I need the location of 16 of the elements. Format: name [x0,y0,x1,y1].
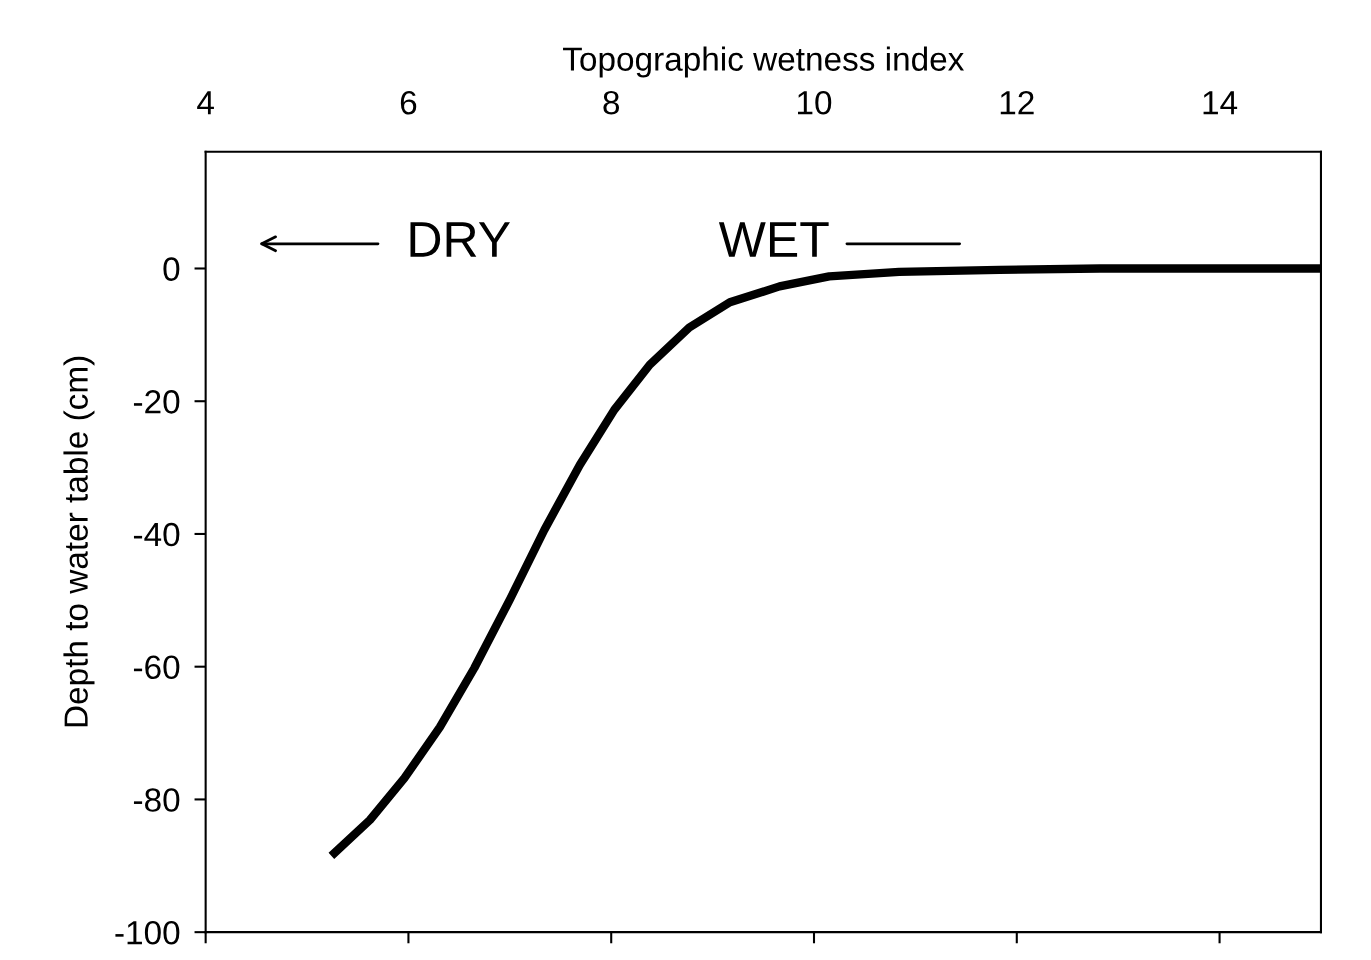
y-tick-label: -60 [133,655,180,680]
annotation: DRY [410,222,510,257]
x-tick-label: 6 [400,90,417,115]
y-tick-label: 0 [163,257,180,281]
x-tick-label: 12 [1000,90,1034,115]
y-tick-label: -100 [115,920,180,945]
x-tick-label: 8 [603,90,620,115]
y-tick-label: -20 [133,390,180,414]
x-axis-title: Topographic wetness index [563,46,964,78]
y-axis-title: Depth to water table (cm) [63,356,95,727]
annotation: WET [718,222,829,257]
x-tick-label: 14 [1203,91,1238,115]
y-tick-label: -40 [133,522,180,547]
x-tick-label: 10 [798,90,832,115]
x-tick-label: 4 [197,91,214,115]
y-tick-label: -80 [133,788,180,812]
